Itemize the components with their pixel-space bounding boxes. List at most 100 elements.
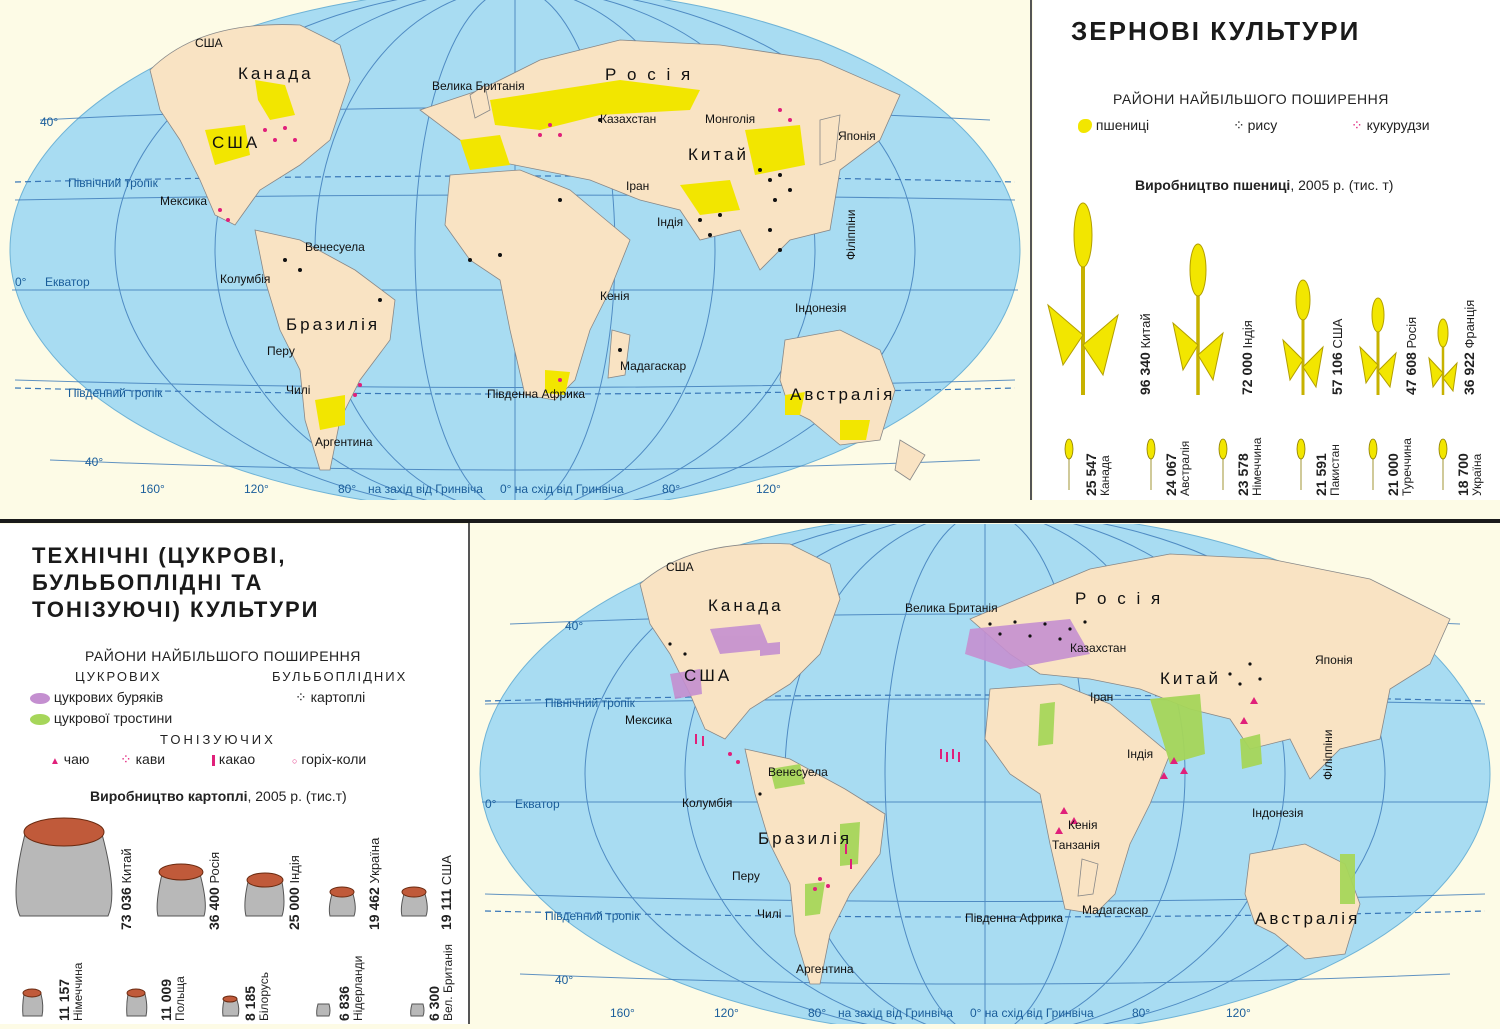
label-chile: Чилі [286, 383, 310, 397]
label-usa: США [212, 133, 260, 152]
label-iran: Іран [626, 179, 649, 193]
technical-title-line-3: ТОНІЗУЮЧІ) КУЛЬТУРИ [32, 597, 320, 622]
label-usa-2: США [684, 666, 732, 685]
label-iran-2: Іран [1090, 690, 1113, 704]
label-equator: Екватор [45, 275, 90, 289]
label-indonesia: Індонезія [795, 301, 846, 315]
label-japan-2: Японія [1315, 653, 1353, 667]
wheat-pakistan-country: Пакистан [1328, 444, 1342, 496]
wheat-icon-china [1047, 202, 1119, 395]
wheat-usa-value: 57 106 [1329, 352, 1345, 395]
legend-rice: ⁘ рису [1233, 117, 1277, 134]
sack-icon-russia [156, 863, 206, 917]
label-lon-120e: 120° [756, 482, 781, 496]
label-lat-40n: 40° [40, 115, 58, 129]
wheat-australia-value: 24 067 [1163, 453, 1179, 496]
maize-dots-icon: ⁘ [1351, 117, 1363, 133]
potato-dots-map [668, 620, 1262, 796]
sack-icon-germany [22, 988, 44, 1017]
label-peru-2: Перу [732, 869, 760, 883]
wheat-production-sub: , 2005 р. (тис. т) [1290, 177, 1394, 193]
label-japan: Японія [838, 129, 876, 143]
wheat-turkey-label: 21 000 Туреччина [1385, 438, 1414, 496]
legend-wheat-label: пшениці [1095, 117, 1150, 133]
label-colombia-2: Колумбія [682, 796, 732, 810]
potato-germany-value: 11 157 [56, 978, 72, 1021]
sack-icon-ukraine [328, 886, 356, 917]
label-south-tropic-2: Південний тропік [545, 909, 640, 923]
wheat-usa-label: 57 106 США [1329, 319, 1345, 395]
label-lat-40n-2: 40° [565, 619, 583, 633]
tonic-symbols-map [695, 697, 1258, 891]
potato-ukraine-country: Україна [367, 837, 382, 884]
label-indonesia-2: Індонезія [1252, 806, 1303, 820]
label-lon-80-2: 80° [808, 1006, 826, 1020]
legend-sugar-beet-label: цукрових буряків [53, 689, 164, 705]
potato-germany-label: 11 157 Німеччина [56, 963, 85, 1021]
potato-ukraine-label: 19 462 Україна [366, 838, 382, 930]
label-south-africa: Південна Африка [487, 387, 585, 401]
label-south-tropic: Південний тропік [68, 386, 163, 400]
wheat-australia-country: Австралія [1178, 440, 1192, 496]
potato-russia-country: Росія [207, 851, 222, 884]
kola-circle-icon: ○ [292, 756, 298, 766]
potato-poland-label: 11 009 Польща [158, 976, 187, 1021]
wheat-production-title: Виробництво пшениці, 2005 р. (тис. т) [1135, 177, 1393, 193]
label-india-2: Індія [1127, 747, 1153, 761]
wheat-canada-value: 25 547 [1083, 453, 1099, 496]
potato-netherlands-label: 6 836 Нідерланди [336, 956, 365, 1021]
legend-sugar-beet: цукрових буряків [30, 689, 163, 705]
legend-maize-label: кукурудзи [1366, 117, 1430, 133]
sack-icon-netherlands [316, 1003, 331, 1017]
wheat-india-country: Індія [1240, 320, 1255, 349]
wheat-icon-usa [1282, 279, 1324, 395]
sugar-beet-areas [670, 619, 1090, 699]
label-china: Китай [688, 145, 749, 164]
legend-tea: ▲ чаю [50, 751, 89, 767]
label-philippines-2: Філіппіни [1321, 730, 1335, 780]
wheat-ukraine-label: 18 700 Україна [1455, 453, 1484, 496]
potato-production-title: Виробництво картоплі, 2005 р. (тис.т) [90, 788, 347, 804]
wheat-china-value: 96 340 [1137, 352, 1153, 395]
potato-usa-value: 19 111 [438, 888, 454, 930]
label-kazakhstan-2: Казахстан [1070, 641, 1126, 655]
legend-coffee-label: кави [135, 751, 166, 767]
legend-maize: ⁘ кукурудзи [1351, 117, 1430, 134]
potato-russia-value: 36 400 [206, 887, 222, 930]
potato-usa-country: США [439, 855, 454, 886]
label-usa-alaska: США [195, 36, 223, 50]
wheat-small-icon-turkey [1368, 438, 1378, 490]
label-west-2: на захід від Гринвіча [838, 1006, 953, 1020]
sugar-heading: ЦУКРОВИХ [75, 669, 162, 684]
label-mongolia: Монголія [705, 112, 755, 126]
label-mexico: Мексика [160, 194, 207, 208]
technical-title-line-1: ТЕХНІЧНІ (ЦУКРОВІ, [32, 543, 287, 568]
wheat-russia-value: 47 608 [1403, 352, 1419, 395]
potato-usa-label: 19 111 США [438, 855, 454, 930]
label-argentina-2: Аргентина [796, 962, 854, 976]
label-argentina: Аргентина [315, 435, 373, 449]
grain-legend-heading: РАЙОНИ НАЙБІЛЬШОГО ПОШИРЕННЯ [1113, 91, 1389, 107]
grain-title: ЗЕРНОВІ КУЛЬТУРИ [1071, 16, 1361, 46]
sack-icon-usa [400, 886, 428, 917]
wheat-ukraine-country: Україна [1470, 453, 1484, 496]
label-madagascar: Мадагаскар [620, 359, 686, 373]
label-china-2: Китай [1160, 669, 1221, 688]
technical-world-map: Р о с і я Канада США США Китай Бразилія … [470, 511, 1500, 1029]
cocoa-bar-icon [212, 754, 215, 766]
label-lon-80e: 80° [662, 482, 680, 496]
wheat-ukraine-value: 18 700 [1455, 453, 1471, 496]
wheat-icon-france [1428, 318, 1458, 395]
technical-legend: ТЕХНІЧНІ (ЦУКРОВІ, БУЛЬБОПЛІДНІ ТА ТОНІЗ… [0, 524, 468, 1024]
potato-netherlands-value: 6 836 [336, 985, 352, 1021]
label-south-africa-2: Південна Африка [965, 911, 1063, 925]
potato-china-label: 73 036 Китай [118, 848, 134, 930]
label-kenya: Кенія [600, 289, 629, 303]
grain-map-svg: Р о с і я Канада США США Китай Бразилія … [0, 0, 1030, 513]
wheat-india-label: 72 000 Індія [1239, 320, 1255, 395]
legend-cocoa: какао [212, 751, 255, 767]
potato-dots-icon: ⁘ [295, 689, 307, 705]
wheat-australia-label: 24 067 Австралія [1163, 440, 1192, 496]
label-east-2: 0° на схід від Гринвіча [970, 1006, 1094, 1020]
label-russia-2: Р о с і я [1075, 589, 1163, 608]
